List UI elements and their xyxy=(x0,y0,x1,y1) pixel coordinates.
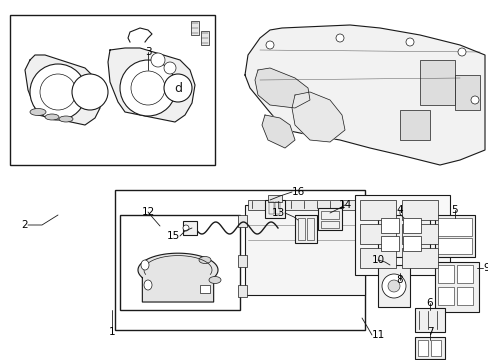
Circle shape xyxy=(163,62,176,74)
Bar xyxy=(437,265,453,283)
Circle shape xyxy=(470,96,478,104)
Bar xyxy=(320,221,338,228)
Text: 15: 15 xyxy=(166,231,180,241)
Ellipse shape xyxy=(143,280,152,290)
Bar xyxy=(419,60,454,105)
Circle shape xyxy=(131,71,164,105)
Ellipse shape xyxy=(141,260,149,270)
Polygon shape xyxy=(291,92,345,142)
Bar xyxy=(274,202,280,214)
Bar xyxy=(191,21,199,35)
Bar xyxy=(417,340,427,356)
Bar xyxy=(456,287,472,305)
Polygon shape xyxy=(108,48,195,122)
Text: 12: 12 xyxy=(141,207,154,217)
Bar xyxy=(201,31,208,45)
Circle shape xyxy=(405,38,413,46)
Bar xyxy=(267,195,282,202)
Text: 7: 7 xyxy=(426,327,432,337)
Bar xyxy=(401,248,437,268)
Bar xyxy=(401,200,437,220)
Bar xyxy=(297,218,305,240)
Bar xyxy=(402,218,420,233)
Bar xyxy=(437,287,453,305)
Text: 4: 4 xyxy=(396,205,403,215)
Circle shape xyxy=(265,41,273,49)
Text: 14: 14 xyxy=(338,200,351,210)
Bar xyxy=(380,218,398,233)
Text: 1: 1 xyxy=(108,327,115,337)
Bar xyxy=(244,205,364,295)
Circle shape xyxy=(163,74,192,102)
Bar xyxy=(377,265,409,307)
Text: 6: 6 xyxy=(426,298,432,308)
Bar xyxy=(380,236,398,251)
Text: 10: 10 xyxy=(371,255,384,265)
Bar xyxy=(306,218,313,240)
Bar xyxy=(359,200,395,220)
Bar xyxy=(437,218,471,236)
Polygon shape xyxy=(262,115,294,148)
Ellipse shape xyxy=(30,108,46,116)
Ellipse shape xyxy=(59,116,73,122)
Bar xyxy=(402,236,420,251)
Bar xyxy=(317,208,341,230)
Bar xyxy=(354,195,449,275)
Polygon shape xyxy=(25,55,100,125)
Bar xyxy=(10,15,215,165)
Bar xyxy=(120,215,240,310)
Text: 9: 9 xyxy=(482,263,488,273)
Bar xyxy=(294,215,316,243)
Text: 13: 13 xyxy=(271,208,285,218)
Bar xyxy=(437,238,471,254)
Bar xyxy=(434,215,474,257)
Bar xyxy=(264,200,285,218)
Bar xyxy=(359,248,395,268)
Bar xyxy=(238,285,246,297)
Circle shape xyxy=(387,280,399,292)
Polygon shape xyxy=(254,68,309,108)
Bar xyxy=(200,285,209,293)
Bar xyxy=(320,211,338,219)
Circle shape xyxy=(183,225,189,231)
Text: d: d xyxy=(174,81,182,94)
Bar xyxy=(359,224,395,244)
Circle shape xyxy=(457,48,465,56)
Bar xyxy=(183,221,197,235)
Bar xyxy=(115,190,364,330)
Text: 5: 5 xyxy=(451,205,457,215)
Bar xyxy=(362,220,371,232)
Ellipse shape xyxy=(199,256,210,264)
Bar xyxy=(401,224,437,244)
Text: 16: 16 xyxy=(291,187,305,197)
Circle shape xyxy=(381,274,405,298)
Circle shape xyxy=(40,74,76,110)
Circle shape xyxy=(30,64,86,120)
Circle shape xyxy=(335,34,343,42)
Text: 8: 8 xyxy=(396,275,403,285)
Bar xyxy=(454,75,479,110)
Ellipse shape xyxy=(208,276,221,284)
Bar xyxy=(399,110,429,140)
Polygon shape xyxy=(138,253,218,302)
Bar xyxy=(238,215,246,227)
Bar xyxy=(414,308,444,332)
Bar xyxy=(456,265,472,283)
Circle shape xyxy=(151,53,164,67)
Circle shape xyxy=(72,74,108,110)
Ellipse shape xyxy=(45,114,59,120)
Bar xyxy=(414,337,444,359)
Text: 11: 11 xyxy=(371,330,385,340)
Bar xyxy=(247,200,357,210)
Circle shape xyxy=(120,60,176,116)
Polygon shape xyxy=(244,25,484,165)
Bar xyxy=(377,215,429,257)
Bar xyxy=(238,255,246,267)
Text: 3: 3 xyxy=(144,47,151,57)
Bar xyxy=(430,340,440,356)
Bar xyxy=(434,262,478,312)
Bar xyxy=(268,202,273,214)
Text: 2: 2 xyxy=(21,220,28,230)
